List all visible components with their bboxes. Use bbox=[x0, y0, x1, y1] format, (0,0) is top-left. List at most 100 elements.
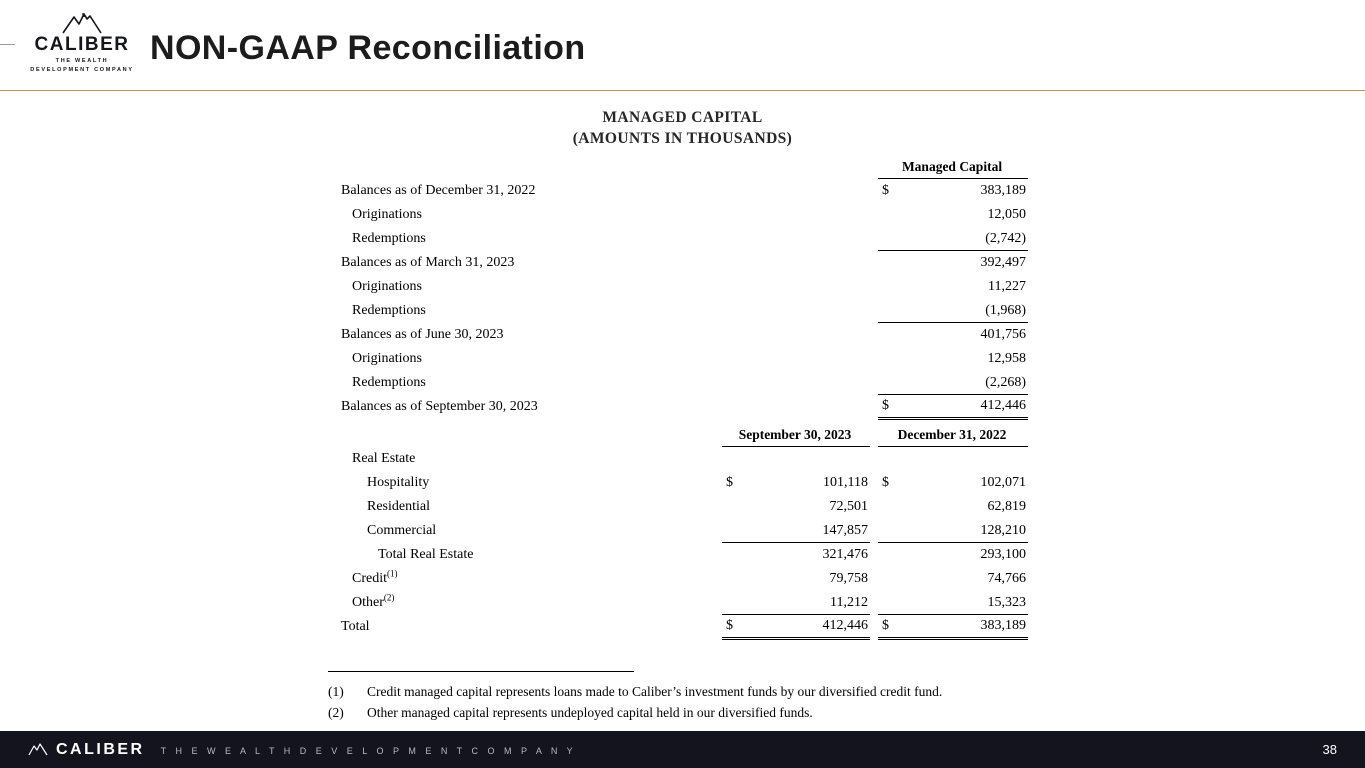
cell-value: 321,476 bbox=[822, 547, 869, 562]
table-row: Balances as of December 31, 2022 $ 383,1… bbox=[328, 178, 1028, 202]
footnote-ref: (1) bbox=[387, 568, 398, 579]
row-label: Total bbox=[341, 619, 370, 634]
cell-value: 62,819 bbox=[987, 499, 1027, 514]
row-label: Balances as of March 31, 2023 bbox=[341, 255, 515, 270]
dollar-sign bbox=[878, 298, 898, 323]
row-label: Redemptions bbox=[352, 303, 426, 318]
table-row: Real Estate bbox=[328, 446, 1028, 470]
row-label: Hospitality bbox=[367, 475, 430, 490]
cell-value: 11,227 bbox=[988, 279, 1027, 294]
column-header-september: September 30, 2023 bbox=[722, 424, 870, 447]
table-row: Total Real Estate 321,476 293,100 bbox=[328, 542, 1028, 566]
row-label: Balances as of September 30, 2023 bbox=[341, 399, 538, 414]
dollar-sign bbox=[878, 346, 898, 370]
dollar-sign bbox=[878, 250, 898, 274]
dollar-sign bbox=[878, 202, 898, 226]
table-row: Balances as of March 31, 2023 392,497 bbox=[328, 250, 1028, 274]
dollar-sign: $ bbox=[726, 475, 733, 490]
table-row: Hospitality $ 101,118 $ 102,071 bbox=[328, 470, 1028, 494]
dollar-sign bbox=[722, 518, 742, 543]
footer-bar: CALIBER T H E W E A L T H D E V E L O P … bbox=[0, 731, 1365, 768]
dollar-sign bbox=[878, 322, 898, 346]
table-title-block: MANAGED CAPITAL (AMOUNTS IN THOUSANDS) bbox=[0, 107, 1365, 149]
table-row: Credit(1) 79,758 74,766 bbox=[328, 566, 1028, 590]
row-label: Total Real Estate bbox=[378, 547, 474, 562]
cell-value: 102,071 bbox=[980, 475, 1027, 490]
footer-logo: CALIBER T H E W E A L T H D E V E L O P … bbox=[28, 741, 576, 759]
logo-tagline-text: THE WEALTH DEVELOPMENT COMPANY bbox=[30, 58, 134, 73]
caliber-logo: CALIBER THE WEALTH DEVELOPMENT COMPANY bbox=[26, 12, 138, 75]
cell-value: 392,497 bbox=[980, 255, 1027, 270]
cell-value: 401,756 bbox=[980, 327, 1027, 342]
managed-capital-table: Managed Capital Balances as of December … bbox=[328, 156, 1029, 640]
cell-value: 79,758 bbox=[829, 571, 869, 586]
table-row: Commercial 147,857 128,210 bbox=[328, 518, 1029, 543]
cell-value: 12,958 bbox=[987, 351, 1027, 366]
cell-value: 15,323 bbox=[898, 590, 1029, 615]
logo-brand-text: CALIBER bbox=[34, 34, 130, 55]
dollar-sign bbox=[878, 566, 898, 590]
dollar-sign bbox=[878, 274, 898, 298]
row-label: Originations bbox=[352, 351, 422, 366]
footnote: (2) Other managed capital represents und… bbox=[328, 702, 1048, 723]
table-row: Other(2) 11,212 15,323 bbox=[328, 590, 1029, 615]
page-title: NON-GAAP Reconciliation bbox=[150, 29, 586, 67]
cell-value: 72,501 bbox=[829, 499, 869, 514]
footnote-text: Other managed capital represents undeplo… bbox=[367, 705, 813, 720]
cell-value: 383,189 bbox=[898, 614, 1029, 640]
cell-value: 412,446 bbox=[742, 614, 870, 640]
footer-tagline-text: T H E W E A L T H D E V E L O P M E N T … bbox=[160, 745, 577, 756]
table-subtitle: (AMOUNTS IN THOUSANDS) bbox=[572, 130, 793, 147]
row-label: Balances as of December 31, 2022 bbox=[341, 183, 536, 198]
table-header-row: Managed Capital bbox=[328, 156, 1029, 179]
dollar-sign bbox=[878, 226, 898, 251]
dollar-sign bbox=[878, 542, 898, 566]
mountain-icon bbox=[62, 13, 102, 34]
row-label: Commercial bbox=[367, 523, 437, 538]
cell-value: (1,968) bbox=[898, 298, 1029, 323]
footnotes: (1) Credit managed capital represents lo… bbox=[328, 681, 1048, 723]
cell-value: 101,118 bbox=[823, 475, 868, 490]
dollar-sign bbox=[722, 542, 742, 566]
dollar-sign: $ bbox=[878, 614, 898, 640]
row-label: Credit(1) bbox=[352, 568, 398, 586]
footer-mountain-icon bbox=[28, 743, 48, 756]
dollar-sign: $ bbox=[722, 614, 742, 640]
dollar-sign bbox=[722, 590, 742, 615]
table-row: Redemptions (2,268) bbox=[328, 370, 1029, 395]
page-number: 38 bbox=[1322, 742, 1337, 757]
dollar-sign: $ bbox=[882, 183, 889, 198]
cell-value: (2,742) bbox=[898, 226, 1029, 251]
row-label: Redemptions bbox=[352, 375, 426, 390]
cell-value: 412,446 bbox=[898, 394, 1029, 420]
table-row: Total $ 412,446 $ 383,189 bbox=[328, 614, 1029, 640]
cell-value: 383,189 bbox=[980, 183, 1027, 198]
row-label: Balances as of June 30, 2023 bbox=[341, 327, 504, 342]
dollar-sign bbox=[878, 590, 898, 615]
cell-value: 128,210 bbox=[898, 518, 1029, 543]
table-row: Originations 11,227 bbox=[328, 274, 1028, 298]
footnote-marker: (1) bbox=[328, 684, 344, 699]
dollar-sign bbox=[722, 494, 742, 518]
row-label: Residential bbox=[367, 499, 430, 514]
column-header-december: December 31, 2022 bbox=[878, 424, 1029, 447]
row-label: Redemptions bbox=[352, 231, 426, 246]
cell-value: (2,268) bbox=[898, 370, 1029, 395]
dollar-sign: $ bbox=[878, 394, 898, 420]
table-row: Balances as of June 30, 2023 401,756 bbox=[328, 322, 1028, 346]
column-header-managed-capital: Managed Capital bbox=[878, 156, 1029, 179]
dollar-sign bbox=[878, 370, 898, 395]
cell-value: 12,050 bbox=[987, 207, 1027, 222]
row-label: Other(2) bbox=[352, 592, 395, 610]
cell-value: 293,100 bbox=[980, 547, 1027, 562]
table-title: MANAGED CAPITAL bbox=[602, 109, 763, 126]
table-row: Balances as of September 30, 2023 $ 412,… bbox=[328, 394, 1029, 420]
row-label: Originations bbox=[352, 279, 422, 294]
table-row: Originations 12,958 bbox=[328, 346, 1028, 370]
row-label: Originations bbox=[352, 207, 422, 222]
cell-value: 11,212 bbox=[742, 590, 870, 615]
dollar-sign bbox=[878, 494, 898, 518]
dollar-sign bbox=[722, 566, 742, 590]
gold-divider bbox=[0, 90, 1365, 91]
